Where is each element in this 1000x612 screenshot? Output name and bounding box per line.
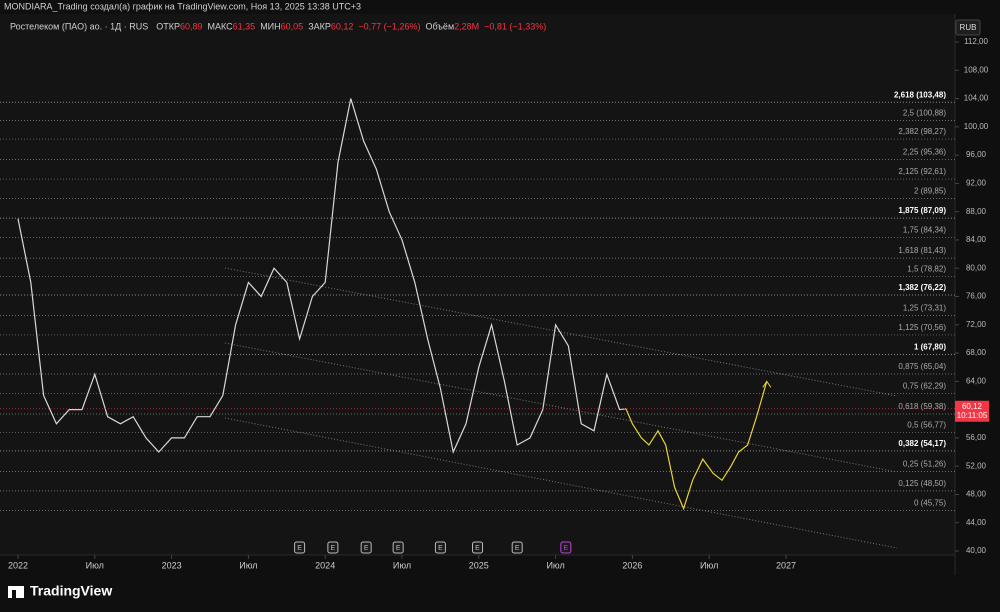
y-tick-label: 52,00 bbox=[966, 461, 987, 470]
earnings-marker bbox=[472, 541, 484, 554]
fib-label: 2,5 (100,88) bbox=[903, 109, 946, 118]
y-tick-label: 72,00 bbox=[966, 320, 987, 329]
fib-label: 0,125 (48,50) bbox=[898, 479, 946, 488]
symbol: Ростелеком (ПАО) ао. · 1Д · RUS bbox=[10, 21, 148, 31]
logo bbox=[8, 586, 24, 598]
price-tag bbox=[955, 400, 989, 422]
earnings-marker bbox=[327, 541, 339, 554]
earnings-marker bbox=[392, 541, 404, 554]
x-tick-label: 2026 bbox=[622, 560, 642, 570]
y-tick-label: 84,00 bbox=[966, 235, 987, 244]
stat-value: −0,77 (−1,26%) bbox=[358, 21, 420, 31]
y-tick-label: 76,00 bbox=[966, 292, 987, 301]
earnings-marker-label: E bbox=[475, 545, 480, 552]
x-tick-label: Июл bbox=[700, 560, 718, 570]
earnings-marker-label: E bbox=[438, 545, 443, 552]
earnings-marker-label: E bbox=[396, 545, 401, 552]
stat-label: ЗАКР bbox=[308, 21, 331, 31]
x-tick-label: Июл bbox=[546, 560, 564, 570]
stat-value: 60,89 bbox=[180, 21, 203, 31]
fib-label: 1,618 (81,43) bbox=[898, 246, 946, 255]
x-tick-label: 2024 bbox=[315, 560, 335, 570]
fib-label: 1,75 (84,34) bbox=[903, 226, 946, 235]
currency: RUB bbox=[960, 23, 977, 32]
currency-badge[interactable] bbox=[955, 19, 981, 36]
x-tick-label: Июл bbox=[239, 560, 257, 570]
fib-label: 2,618 (103,48) bbox=[894, 90, 946, 99]
y-tick-label: 80,00 bbox=[966, 263, 987, 272]
price-tag-countdown: 10:11:05 bbox=[957, 411, 988, 420]
fib-label: 2,125 (92,61) bbox=[898, 167, 946, 176]
fib-label: 2,25 (95,36) bbox=[903, 148, 946, 157]
fib-label: 1,25 (73,31) bbox=[903, 304, 946, 313]
forecast-arrowhead bbox=[762, 380, 772, 388]
x-tick-label: 2025 bbox=[469, 560, 489, 570]
earnings-marker bbox=[294, 541, 306, 554]
channel-line bbox=[224, 417, 898, 549]
fib-label: 2,382 (98,27) bbox=[898, 127, 946, 136]
earnings-marker-label: E bbox=[515, 545, 520, 552]
x-tick-label: Июл bbox=[86, 560, 104, 570]
earnings-marker bbox=[360, 541, 372, 554]
stat-value: 61,35 bbox=[233, 21, 256, 31]
upcoming-earnings-label: E bbox=[564, 545, 569, 552]
fib-label: 0,25 (51,26) bbox=[903, 460, 946, 469]
earnings-marker bbox=[434, 541, 446, 554]
stat-value: 60,12 bbox=[331, 21, 354, 31]
stat-value: 60,05 bbox=[281, 21, 304, 31]
fib-label: 0,875 (65,04) bbox=[898, 362, 946, 371]
x-tick-label: 2027 bbox=[776, 560, 796, 570]
y-tick-label: 112,00 bbox=[964, 37, 988, 46]
x-tick-label: 2022 bbox=[8, 560, 28, 570]
channel-line bbox=[224, 342, 898, 473]
fib-label: 1 (67,80) bbox=[914, 343, 946, 352]
stat-label: МАКС bbox=[208, 21, 234, 31]
y-tick-label: 96,00 bbox=[966, 150, 987, 159]
fib-label: 1,5 (78,82) bbox=[907, 265, 946, 274]
stat-label: МИН bbox=[260, 21, 280, 31]
upcoming-earnings bbox=[560, 541, 572, 554]
y-tick-label: 100,00 bbox=[964, 122, 989, 131]
fib-label: 1,125 (70,56) bbox=[898, 323, 946, 332]
y-tick-label: 56,00 bbox=[966, 433, 987, 442]
y-tick-label: 40,00 bbox=[966, 546, 987, 555]
price-line bbox=[625, 381, 768, 511]
x-tick-label: 2023 bbox=[162, 560, 182, 570]
fib-label: 0 (45,75) bbox=[914, 498, 946, 507]
attribution: MONDIARA_Trading создал(а) график на Tra… bbox=[4, 1, 361, 11]
y-tick-label: 92,00 bbox=[966, 178, 987, 187]
y-tick-label: 88,00 bbox=[966, 207, 987, 216]
price-line bbox=[17, 98, 627, 454]
fib-label: 0,5 (56,77) bbox=[907, 421, 946, 430]
brand: TradingView bbox=[30, 583, 112, 599]
channel-line bbox=[224, 267, 898, 397]
stat-value: −0,81 (−1,33%) bbox=[484, 21, 546, 31]
y-tick-label: 104,00 bbox=[964, 94, 989, 103]
fib-label: 1,382 (76,22) bbox=[898, 283, 946, 292]
stat-label: ОТКР bbox=[156, 21, 180, 31]
fib-label: 1,875 (87,09) bbox=[898, 206, 946, 215]
fib-label: 0,75 (62,29) bbox=[903, 382, 946, 391]
x-tick-label: Июл bbox=[393, 560, 411, 570]
stat-label: Объём bbox=[425, 21, 454, 31]
y-tick-label: 108,00 bbox=[964, 65, 989, 74]
earnings-marker-label: E bbox=[297, 545, 302, 552]
earnings-marker-label: E bbox=[364, 545, 369, 552]
price-tag-value: 60,12 bbox=[962, 402, 983, 411]
fib-label: 0,382 (54,17) bbox=[898, 439, 946, 448]
plot-area bbox=[0, 14, 955, 555]
y-tick-label: 44,00 bbox=[966, 518, 987, 527]
earnings-marker bbox=[511, 541, 523, 554]
y-tick-label: 68,00 bbox=[966, 348, 987, 357]
stat-value: 2,28M bbox=[454, 21, 479, 31]
y-tick-label: 64,00 bbox=[966, 376, 987, 385]
fib-label: 2 (89,85) bbox=[914, 187, 946, 196]
earnings-marker-label: E bbox=[331, 545, 336, 552]
fib-label: 0,618 (59,38) bbox=[898, 402, 946, 411]
y-tick-label: 48,00 bbox=[966, 490, 987, 499]
